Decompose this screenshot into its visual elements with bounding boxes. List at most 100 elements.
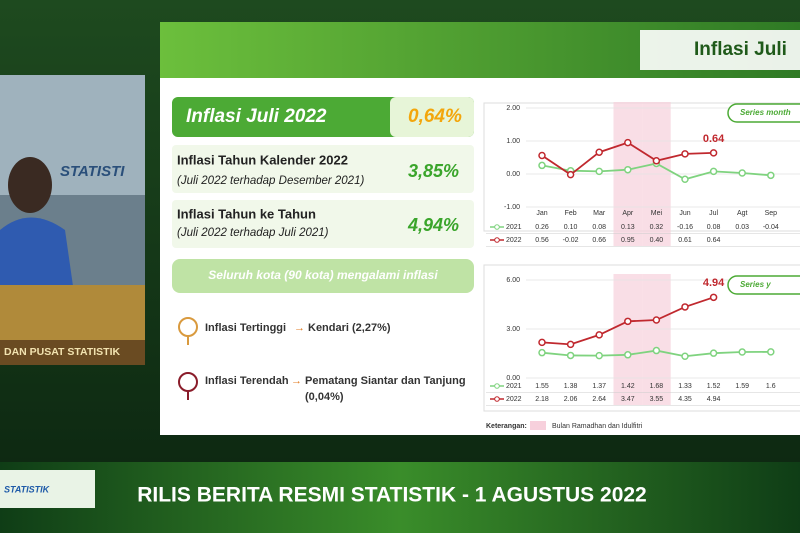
point (709, 349, 718, 357)
table-value: 3.47 (621, 396, 635, 403)
table-value: 1.42 (621, 383, 635, 390)
table-value: 1.6 (766, 383, 776, 390)
legend-label: 2021 (506, 383, 522, 390)
yoy-label: Inflasi Tahun ke Tahun (177, 206, 316, 221)
table-value: 0.08 (707, 224, 721, 231)
point (681, 150, 689, 158)
table-value: 1.37 (592, 383, 606, 390)
point (624, 317, 632, 326)
legend-note-label: Bulan Ramadhan dan Idulfitri (552, 423, 643, 430)
legend-label: 2022 (506, 237, 522, 244)
table-value: 2.18 (535, 396, 549, 403)
y-tick-label: 1.00 (506, 138, 520, 145)
table-value: 0.95 (621, 237, 635, 244)
table-value: 1.52 (707, 383, 721, 390)
point (538, 161, 546, 170)
series-tag (727, 275, 800, 295)
point (652, 316, 661, 324)
highlight-column (613, 274, 643, 405)
slide-body (160, 78, 800, 435)
presenter-video: STATISTI DAN PUSAT STATISTIK (0, 75, 145, 365)
desk-text: DAN PUSAT STATISTIK (4, 346, 120, 358)
lowest-label: Inflasi Terendah (205, 375, 289, 387)
legend-note-swatch (530, 421, 546, 430)
y-tick-label: 6.00 (506, 277, 520, 284)
legend-dot (494, 237, 500, 243)
yoy-box (172, 200, 474, 248)
wall-text: STATISTI (60, 163, 125, 180)
lowest-arrow: → (291, 375, 302, 387)
y-tick-label: 0.00 (506, 171, 520, 178)
main-value-box (390, 97, 474, 137)
x-tick-label: Jul (709, 210, 718, 217)
table-value: 0.56 (535, 237, 549, 244)
highest-city: Kendari (2,27%) (308, 322, 391, 334)
yoy-note: (Juli 2022 terhadap Juli 2021) (177, 227, 329, 239)
table-value: 1.55 (535, 383, 549, 390)
header-title: Inflasi Juli (694, 39, 787, 60)
lowest-city: Pematang Siantar dan Tanjung (305, 375, 466, 387)
table-value: 0.32 (650, 224, 664, 231)
table-value: 0.10 (564, 224, 578, 231)
point (652, 157, 661, 165)
point (595, 331, 603, 339)
legend-dot (494, 396, 500, 402)
legend-note-title: Keterangan: (486, 423, 527, 430)
footer-logo-box (0, 470, 95, 508)
table-value: -0.16 (677, 224, 693, 231)
main-label: Inflasi Juli 2022 (186, 106, 327, 127)
legend-dot (494, 383, 500, 389)
desk-base (0, 340, 145, 365)
table-value: 4.94 (707, 396, 721, 403)
y-tick-label: -1.00 (504, 204, 520, 211)
y-tick-label: 2.00 (506, 105, 520, 112)
x-tick-label: Mei (651, 210, 663, 217)
table-value: 2.06 (564, 396, 578, 403)
cities-banner (172, 259, 474, 293)
series-tag-text: Series y (740, 280, 771, 289)
x-tick-label: Mar (593, 210, 606, 217)
table-value: 0.64 (707, 237, 721, 244)
highest-label: Inflasi Tertinggi (205, 322, 286, 334)
point (624, 138, 632, 147)
highlight-column (642, 274, 671, 405)
point (709, 167, 718, 176)
head (8, 157, 52, 213)
x-tick-label: Feb (565, 210, 577, 217)
x-tick-label: Jan (536, 210, 547, 217)
cities-text: Seluruh kota (90 kota) mengalami inflasi (208, 268, 438, 282)
annotation: 0.64 (703, 133, 725, 145)
x-tick-label: Apr (622, 210, 634, 217)
body (0, 217, 75, 300)
legend-label: 2021 (506, 224, 522, 231)
table-value: 3.55 (650, 396, 664, 403)
desk (0, 285, 145, 340)
point (566, 170, 575, 179)
table-value: 0.61 (678, 237, 692, 244)
table-value: 1.38 (564, 383, 578, 390)
point (709, 149, 718, 157)
legend-dot (494, 224, 500, 230)
point (538, 151, 546, 160)
point (681, 352, 689, 361)
point (681, 175, 689, 184)
footer (0, 462, 800, 533)
annotation: 4.94 (703, 277, 725, 289)
table-value: 0.13 (621, 224, 635, 231)
charts: -1.00 0.00 1.00 2.00 Jan Feb Mar Apr Mei Jun Jul Ag… (483, 102, 800, 412)
point (767, 171, 775, 180)
table-value: 0.08 (592, 224, 606, 231)
table-value: 4.35 (678, 396, 692, 403)
point (681, 303, 689, 311)
x-tick-label: Sep (765, 210, 778, 217)
point (624, 351, 632, 359)
legend-label: 2022 (506, 396, 522, 403)
calendar-note: (Juli 2022 terhadap Desember 2021) (177, 175, 364, 187)
point (595, 148, 603, 156)
table-value: 0.40 (650, 237, 664, 244)
footer-title: RILIS BERITA RESMI STATISTIK - 1 AGUSTUS… (137, 484, 647, 507)
table-value: 1.33 (678, 383, 692, 390)
table-value: -0.02 (563, 237, 579, 244)
